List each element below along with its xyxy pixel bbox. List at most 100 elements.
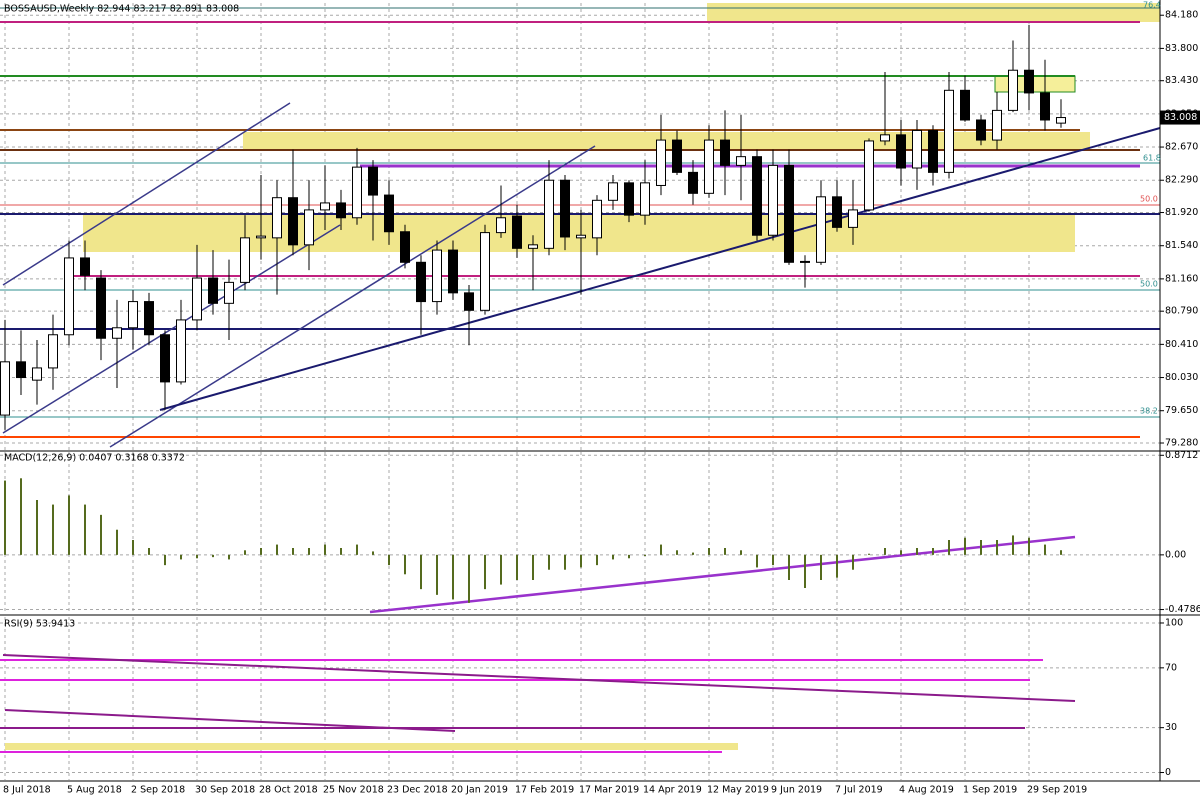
y-tick-label: 83.800: [1165, 43, 1198, 54]
trendline: [2, 102, 291, 286]
candle-body: [736, 156, 746, 166]
candle-body: [288, 197, 298, 246]
trendline: [369, 535, 1076, 614]
y-tick-label: 82.670: [1165, 142, 1198, 153]
candle-body: [416, 261, 426, 303]
candle-body: [208, 277, 218, 304]
chart-title: BOSSAUSD,Weekly 82.944 83.217 82.891 83.…: [4, 4, 239, 15]
candle-body: [224, 281, 234, 304]
candle-body: [576, 234, 586, 239]
x-tick-label: 1 Sep 2019: [963, 785, 1017, 796]
x-tick-label: 4 Aug 2019: [899, 785, 954, 796]
candle-body: [944, 89, 954, 173]
x-tick-label: 28 Oct 2018: [259, 785, 318, 796]
candle-body: [80, 257, 90, 276]
candle-body: [720, 139, 730, 166]
candle-body: [448, 249, 458, 294]
x-tick-label: 12 May 2019: [707, 785, 769, 796]
x-tick-label: 17 Feb 2019: [515, 785, 574, 796]
trendline: [159, 127, 1161, 411]
candle-body: [832, 196, 842, 228]
candle-body: [864, 140, 874, 211]
candle-body: [784, 164, 794, 263]
x-tick-label: 20 Jan 2019: [451, 785, 508, 796]
y-tick-label: 80.410: [1165, 339, 1198, 350]
x-tick-label: 8 Jul 2018: [3, 785, 51, 796]
candle-body: [704, 139, 714, 194]
zone: [707, 3, 1160, 22]
candle-body: [768, 164, 778, 236]
y-tick-label: -0.4786: [1165, 604, 1200, 615]
candle-body: [544, 179, 554, 249]
y-tick-label: 79.650: [1165, 405, 1198, 416]
zone: [243, 132, 1090, 150]
x-tick-label: 30 Sep 2018: [195, 785, 255, 796]
candle-body: [976, 119, 986, 141]
candle-body: [1040, 92, 1050, 121]
y-tick-label: 84.180: [1165, 10, 1198, 21]
trendline: [2, 654, 1076, 702]
candle-body: [928, 129, 938, 173]
candle-body: [672, 139, 682, 173]
y-tick-label: 100: [1165, 617, 1183, 628]
candle-body: [384, 194, 394, 233]
y-tick-label: 0.8712: [1165, 450, 1198, 461]
x-tick-label: 2 Sep 2018: [131, 785, 185, 796]
fib-label: 38.2: [1140, 407, 1158, 416]
candle-body: [752, 156, 762, 236]
y-tick-label: 70: [1165, 662, 1177, 673]
candle-body: [240, 237, 250, 283]
price-tag: [1160, 110, 1200, 125]
fib-label: 76.4: [1143, 1, 1161, 10]
candle-body: [880, 134, 890, 142]
candle-body: [656, 139, 666, 186]
macd-title: MACD(12,26,9) 0.0407 0.3168 0.3372: [4, 453, 185, 464]
candle-body: [192, 277, 202, 321]
drawings: [0, 0, 1200, 782]
candle-body: [512, 215, 522, 249]
candle-body: [96, 277, 106, 339]
y-tick-label: 81.540: [1165, 240, 1198, 251]
candle-body: [272, 197, 282, 239]
candle-body: [432, 249, 442, 303]
y-tick-label: 79.280: [1165, 438, 1198, 449]
candle-body: [624, 182, 634, 216]
y-tick-label: 30: [1165, 722, 1177, 733]
candle-body: [1056, 117, 1066, 124]
zone: [994, 75, 1076, 93]
candle-body: [16, 361, 26, 379]
candle-body: [256, 235, 266, 239]
y-tick-label: 80.790: [1165, 306, 1198, 317]
candle-body: [48, 334, 58, 369]
trendline: [109, 145, 596, 448]
candle-body: [464, 292, 474, 311]
x-tick-label: 23 Dec 2018: [387, 785, 448, 796]
y-tick-label: 82.290: [1165, 175, 1198, 186]
x-tick-label: 29 Sep 2019: [1027, 785, 1087, 796]
candle-body: [848, 209, 858, 228]
candle-body: [0, 361, 10, 416]
candle-body: [896, 134, 906, 169]
zone: [5, 743, 738, 750]
price-tag-label: 83.008: [1164, 112, 1197, 123]
candle-body: [992, 109, 1002, 141]
candle-body: [352, 166, 362, 219]
y-tick-label: 81.160: [1165, 273, 1198, 284]
candle-body: [144, 301, 154, 336]
candle-body: [1008, 69, 1018, 111]
rsi-title: RSI(9) 53.9413: [4, 619, 75, 630]
fib-label: 50.0: [1140, 280, 1158, 289]
candle-body: [368, 166, 378, 196]
candle-body: [336, 202, 346, 219]
candle-body: [592, 199, 602, 239]
x-tick-label: 14 Apr 2019: [643, 785, 702, 796]
y-tick-label: 83.430: [1165, 75, 1198, 86]
candle-body: [560, 179, 570, 238]
x-tick-label: 25 Nov 2018: [323, 785, 384, 796]
candle-body: [160, 334, 170, 383]
candle-body: [128, 301, 138, 329]
candle-body: [800, 260, 810, 263]
y-tick-label: 0.00: [1165, 549, 1186, 560]
